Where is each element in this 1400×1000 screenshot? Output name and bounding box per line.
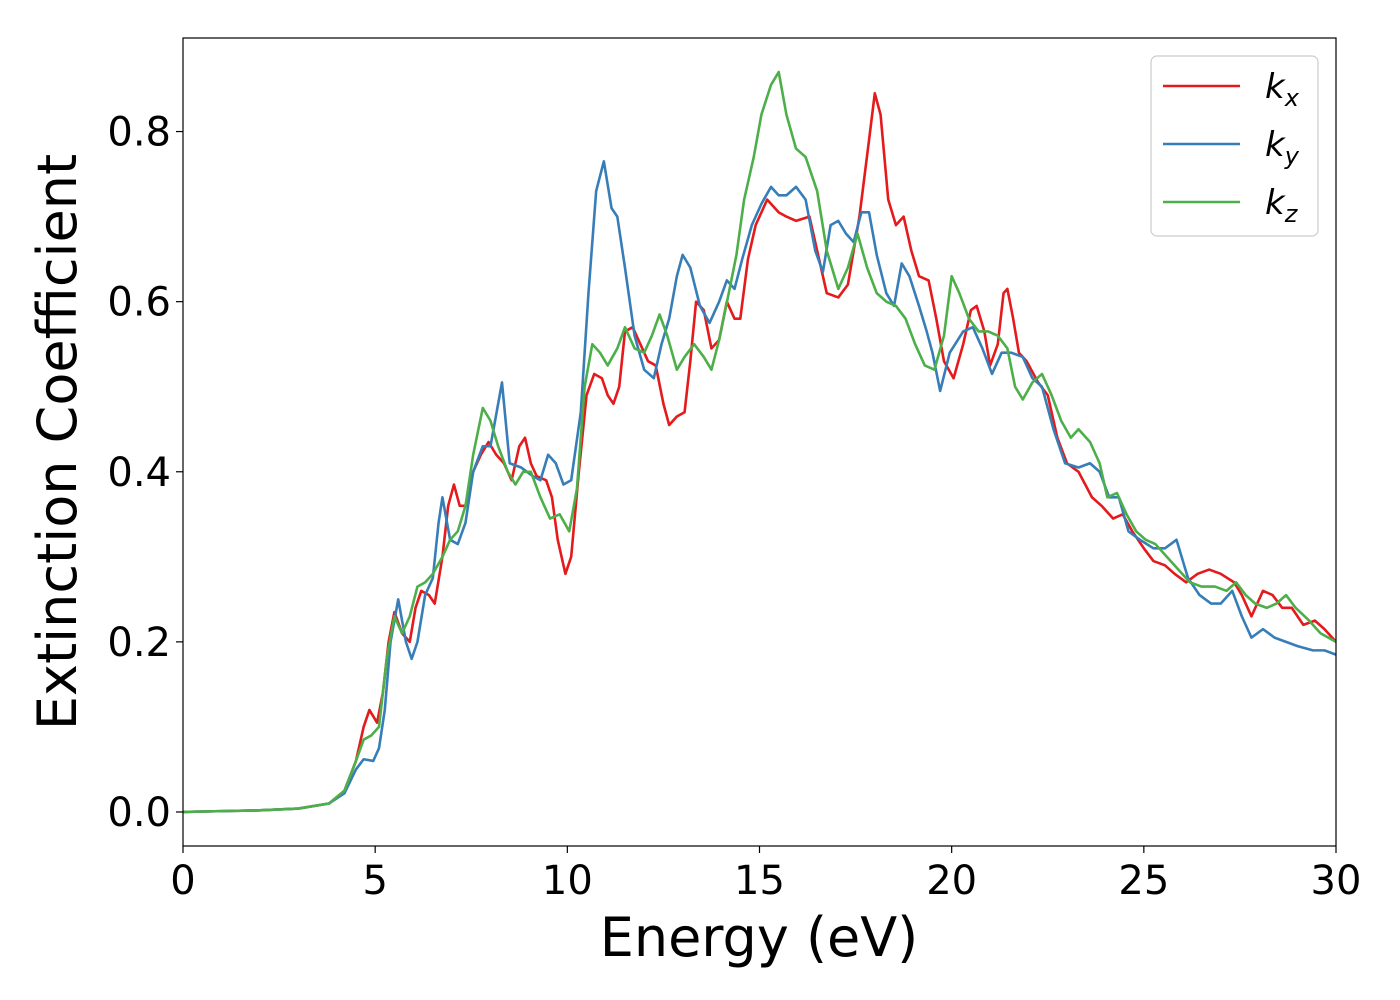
x-axis-label: Energy (eV) — [600, 906, 919, 969]
y-tick-label: 0.2 — [107, 620, 171, 666]
y-tick-label: 0.0 — [107, 790, 171, 836]
y-axis-ticks: 0.0 0.2 0.4 0.6 0.8 — [107, 110, 183, 836]
x-axis-ticks: 0 5 10 15 20 25 30 — [170, 846, 1361, 904]
y-tick-label: 0.4 — [107, 450, 171, 496]
y-tick-label: 0.6 — [107, 280, 171, 326]
series-line-kx — [183, 91, 1336, 814]
legend-label-ky: ky — [1265, 125, 1300, 170]
series-line-ky — [183, 160, 1336, 814]
legend-label-kx: kx — [1265, 67, 1300, 112]
x-tick-label: 30 — [1311, 858, 1362, 904]
x-tick-label: 20 — [926, 858, 977, 904]
x-tick-label: 15 — [734, 858, 785, 904]
legend-label-kz: kz — [1265, 183, 1299, 228]
y-axis-label: Extinction Coefficient — [26, 154, 89, 730]
x-tick-label: 10 — [542, 858, 593, 904]
x-tick-label: 0 — [170, 858, 195, 904]
legend-frame — [1150, 55, 1319, 237]
x-tick-label: 5 — [362, 858, 387, 904]
series-group — [183, 70, 1336, 814]
plot-background — [183, 38, 1336, 846]
x-tick-label: 25 — [1118, 858, 1169, 904]
y-tick-label: 0.8 — [107, 110, 171, 156]
series-line-kz — [183, 70, 1336, 814]
legend: kx ky kz — [1150, 55, 1319, 237]
